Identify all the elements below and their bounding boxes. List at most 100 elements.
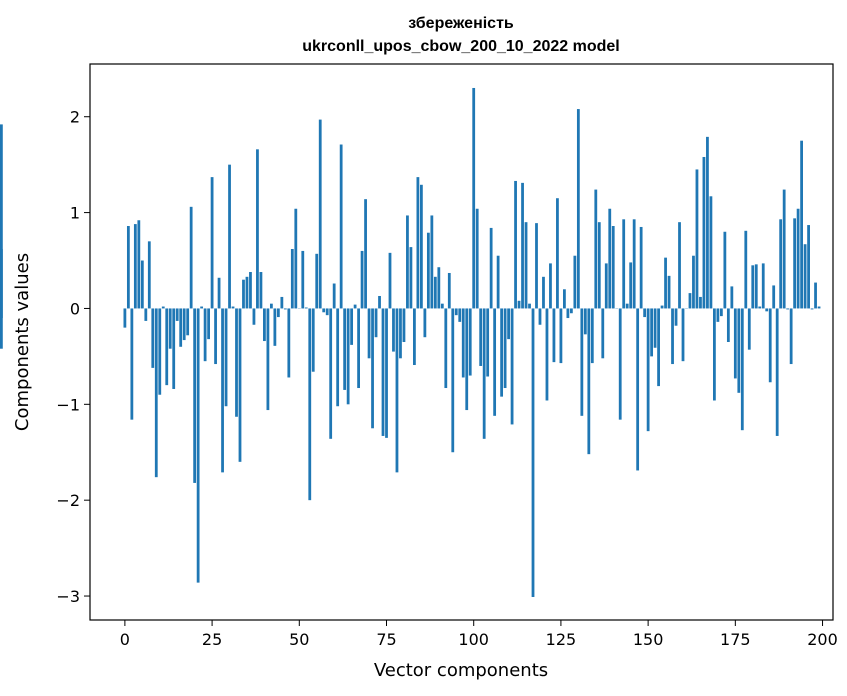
bar <box>304 307 308 309</box>
bar <box>235 308 238 417</box>
bar <box>256 149 259 309</box>
bar <box>569 308 573 314</box>
y-tick-label: 1 <box>70 204 80 223</box>
bar <box>374 308 378 338</box>
bar <box>552 308 556 363</box>
bar <box>587 308 591 455</box>
bar <box>353 304 357 309</box>
bar <box>814 282 817 309</box>
bar <box>618 308 622 420</box>
bar <box>137 220 141 309</box>
bar <box>430 215 434 309</box>
bar <box>238 308 242 462</box>
bar <box>402 308 406 342</box>
bar <box>556 198 559 309</box>
bar <box>786 308 790 310</box>
bar <box>364 199 367 309</box>
bar <box>744 230 748 309</box>
bar <box>475 208 479 309</box>
bar <box>179 308 183 347</box>
bar <box>294 208 298 309</box>
bar <box>713 308 716 401</box>
bar <box>636 308 640 471</box>
bar <box>168 308 172 349</box>
bar <box>385 308 388 438</box>
bar <box>221 308 224 473</box>
y-tick-label: −2 <box>56 491 80 510</box>
bar <box>528 303 531 309</box>
bar <box>800 140 803 309</box>
x-tick-label: 100 <box>458 630 489 649</box>
bar <box>489 227 493 309</box>
bar <box>517 300 521 309</box>
bar <box>583 308 587 335</box>
chart-subtitle: ukrconll_upos_cbow_200_10_2022 model <box>302 38 619 55</box>
bar <box>699 296 702 309</box>
bar <box>228 164 231 309</box>
bar <box>263 308 266 342</box>
bar <box>210 177 214 309</box>
bar <box>203 308 207 362</box>
bar <box>311 308 315 372</box>
bar-series <box>0 87 821 597</box>
bar <box>151 308 155 368</box>
bar <box>538 308 542 325</box>
bar <box>723 231 727 309</box>
bar <box>280 296 284 309</box>
bar <box>751 265 755 309</box>
bar <box>580 308 584 416</box>
y-tick-label: 2 <box>70 108 80 127</box>
bar <box>144 308 148 321</box>
bar <box>0 124 3 309</box>
bar <box>357 308 360 389</box>
chart-title: збереженість <box>408 15 514 32</box>
bar <box>604 263 608 309</box>
bar <box>496 255 500 309</box>
x-tick-label: 125 <box>546 630 577 649</box>
bar <box>336 308 340 407</box>
bar <box>503 308 507 389</box>
x-tick-label: 75 <box>376 630 396 649</box>
bar <box>322 308 326 313</box>
bar <box>608 208 612 309</box>
bar <box>423 308 427 338</box>
bar <box>695 169 699 309</box>
bar <box>807 225 810 309</box>
bar <box>332 283 336 309</box>
bar <box>726 308 730 342</box>
bar <box>147 241 151 309</box>
bar <box>709 196 713 309</box>
bar <box>186 308 190 336</box>
bar <box>242 279 245 309</box>
bar <box>810 308 814 310</box>
bar <box>650 308 654 357</box>
bar <box>733 308 737 379</box>
bar <box>542 276 545 309</box>
bar <box>667 275 671 309</box>
bar <box>154 308 158 478</box>
bar <box>611 226 615 309</box>
bar <box>249 272 252 309</box>
bar <box>287 308 291 378</box>
bar <box>796 208 800 309</box>
bar <box>510 308 514 425</box>
bar <box>371 308 374 429</box>
bar <box>252 308 256 325</box>
bar <box>231 306 235 309</box>
bar <box>702 156 706 309</box>
bar <box>325 308 329 316</box>
bar <box>165 308 169 386</box>
bar <box>140 260 144 309</box>
bar <box>451 308 455 453</box>
bar <box>172 308 176 389</box>
bar <box>409 247 413 309</box>
bar <box>674 308 678 326</box>
bar <box>416 177 420 309</box>
x-tick-label: 25 <box>202 630 222 649</box>
bar <box>514 180 517 309</box>
bar <box>719 308 723 317</box>
bar <box>339 144 343 309</box>
bar <box>486 308 490 377</box>
bar <box>775 308 779 436</box>
